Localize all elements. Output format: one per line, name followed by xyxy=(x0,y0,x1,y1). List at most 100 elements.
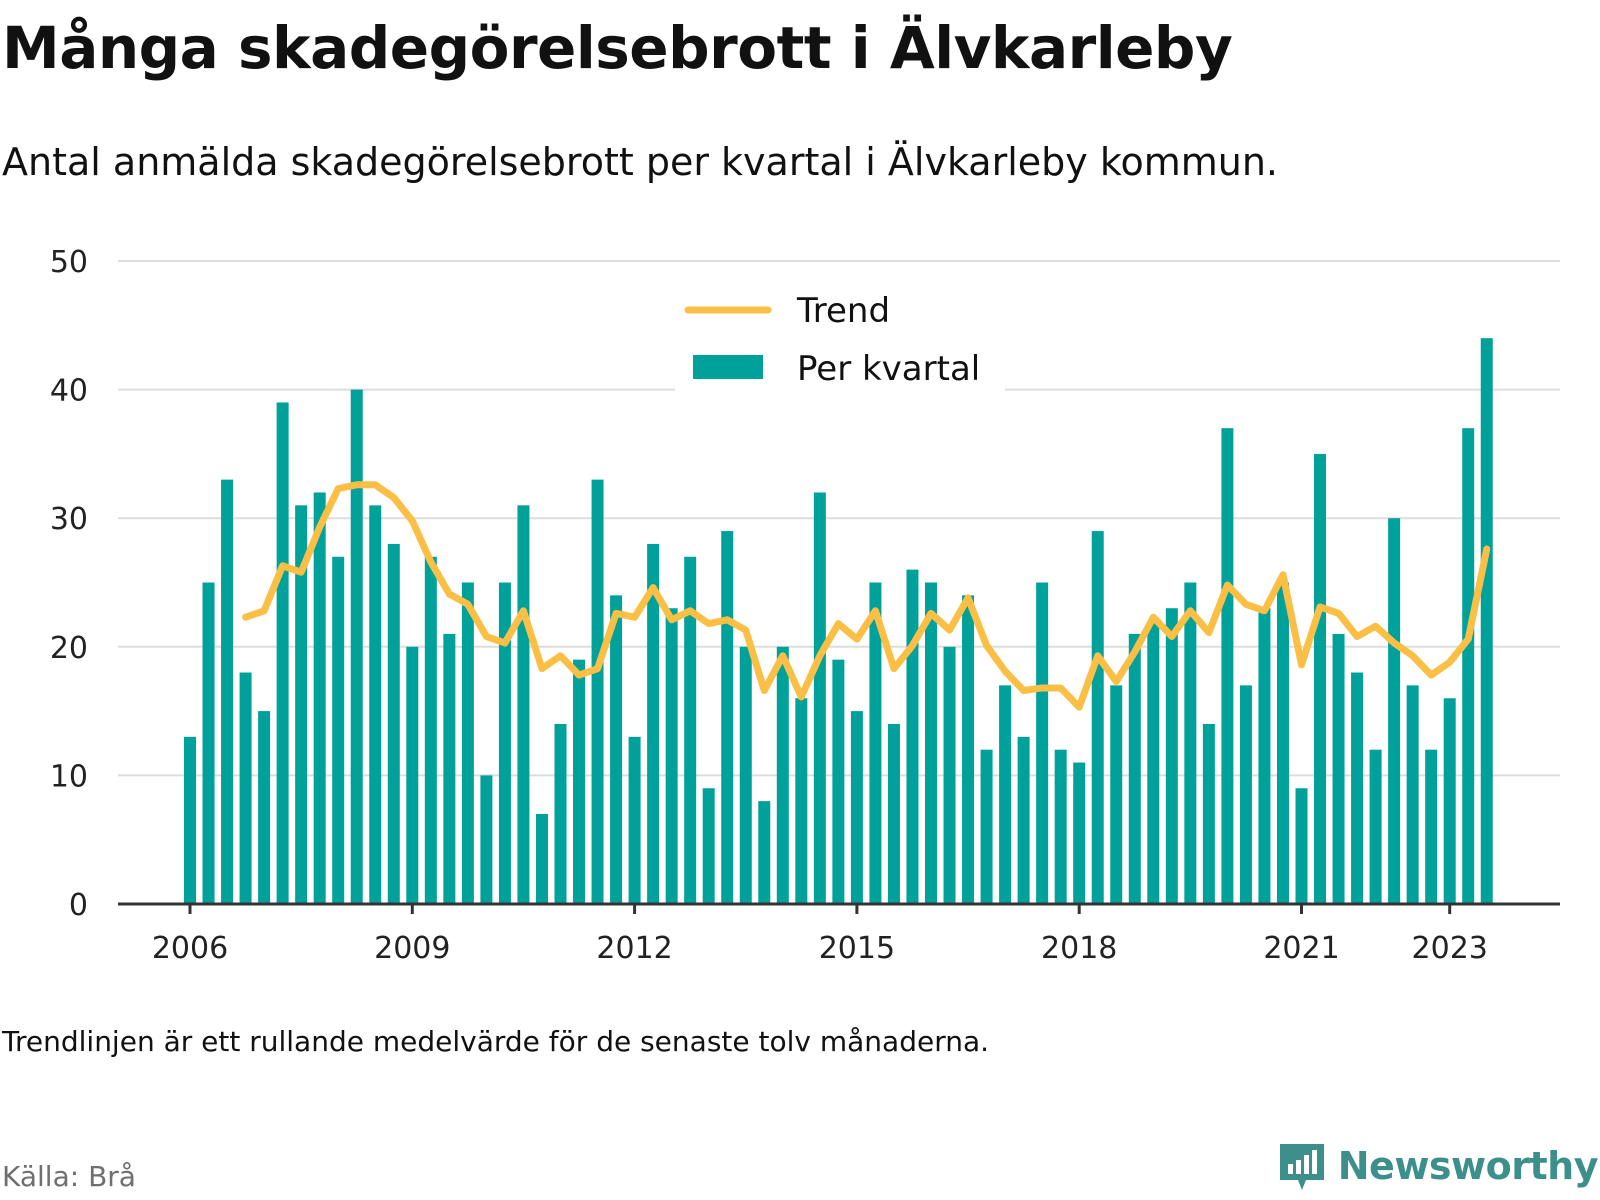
bar xyxy=(1425,749,1438,904)
bar xyxy=(461,582,474,904)
bar xyxy=(1036,582,1049,904)
bar xyxy=(795,698,808,904)
bar xyxy=(1202,723,1215,904)
x-tick-label: 2012 xyxy=(596,931,672,966)
bar xyxy=(406,646,419,904)
bar xyxy=(999,685,1012,904)
bar xyxy=(1388,518,1401,904)
y-tick-label: 10 xyxy=(50,759,88,794)
bar xyxy=(480,775,493,904)
bar xyxy=(369,505,382,904)
bar xyxy=(350,389,363,905)
bar xyxy=(221,479,234,904)
bar xyxy=(498,582,511,904)
bar xyxy=(721,531,734,904)
bar xyxy=(1239,685,1252,904)
bar xyxy=(1147,621,1160,904)
legend: Trend Per kvartal xyxy=(675,285,1005,395)
bar xyxy=(647,543,660,904)
bar xyxy=(387,543,400,904)
bar xyxy=(1480,338,1493,904)
y-tick-label: 0 xyxy=(69,888,88,923)
bar xyxy=(1258,608,1271,904)
bar xyxy=(1110,685,1123,904)
bar xyxy=(1351,672,1364,904)
bar xyxy=(239,672,252,904)
trend-series xyxy=(242,481,1491,711)
bar xyxy=(1295,788,1308,904)
bar xyxy=(1443,698,1456,904)
bar xyxy=(443,633,456,904)
bar xyxy=(776,646,789,904)
y-tick-label: 40 xyxy=(50,374,88,409)
bar xyxy=(1091,531,1104,904)
bar xyxy=(610,595,623,904)
bar xyxy=(1054,749,1067,904)
x-tick-label: 2018 xyxy=(1041,931,1117,966)
x-tick-label: 2015 xyxy=(819,931,895,966)
bar xyxy=(184,736,196,904)
bar xyxy=(869,582,882,904)
footnote: Trendlinjen är ett rullande medelvärde f… xyxy=(2,1025,990,1058)
y-tick-label: 50 xyxy=(50,245,88,280)
bar xyxy=(295,505,308,904)
bar xyxy=(1165,608,1178,904)
bar xyxy=(665,608,678,904)
brand-name: Newsworthy xyxy=(1337,1144,1599,1188)
y-axis-ticks: 0 10 20 30 40 50 xyxy=(50,245,88,923)
bar xyxy=(591,479,604,904)
bar xyxy=(517,505,530,904)
bar xyxy=(554,723,567,904)
bar xyxy=(276,402,289,904)
bar xyxy=(832,659,845,904)
bar xyxy=(535,813,548,904)
bar xyxy=(980,749,993,904)
newsworthy-logo-icon xyxy=(1279,1144,1324,1190)
bar xyxy=(1221,428,1234,904)
legend-trend-label: Trend xyxy=(796,291,890,331)
bar xyxy=(1314,453,1327,904)
bar xyxy=(1017,736,1030,904)
bar xyxy=(962,595,975,904)
bar xyxy=(925,582,937,904)
bar xyxy=(758,801,771,904)
y-tick-label: 30 xyxy=(50,502,88,537)
chart-subtitle: Antal anmälda skadegörelsebrott per kvar… xyxy=(2,140,1279,184)
x-tick-label: 2009 xyxy=(374,931,450,966)
bar xyxy=(332,556,345,904)
x-tick-label: 2021 xyxy=(1263,931,1339,966)
x-tick-label: 2006 xyxy=(152,931,228,966)
x-tick-label: 2023 xyxy=(1412,931,1488,966)
bar xyxy=(702,788,715,904)
bar xyxy=(943,646,956,904)
bar xyxy=(1462,428,1475,904)
legend-bar-label: Per kvartal xyxy=(797,349,980,389)
bar xyxy=(1406,685,1419,904)
bar xyxy=(424,556,437,904)
newsworthy-logo[interactable]: Newsworthy xyxy=(1276,1140,1599,1192)
bar xyxy=(1184,582,1197,904)
legend-bar-swatch xyxy=(693,355,763,379)
source-text: Källa: Brå xyxy=(2,1160,136,1193)
bar xyxy=(1128,633,1141,904)
bar xyxy=(1276,582,1289,904)
bar xyxy=(850,711,863,904)
bar xyxy=(906,569,919,904)
chart-area: 0 10 20 30 40 50 2006 2009 2012 2015 2018 2021 2023… xyxy=(50,245,1560,966)
bar xyxy=(813,492,826,904)
bar xyxy=(739,646,752,904)
bar xyxy=(1073,762,1086,904)
bar xyxy=(573,659,586,904)
bar xyxy=(202,582,215,904)
bar xyxy=(1369,749,1382,904)
trend-line xyxy=(242,481,1491,711)
bar xyxy=(684,556,697,904)
bar xyxy=(1332,633,1345,904)
bar xyxy=(628,736,641,904)
bar xyxy=(258,711,271,904)
y-tick-label: 20 xyxy=(50,631,88,666)
x-axis: 2006 2009 2012 2015 2018 2021 2023 xyxy=(118,902,1560,966)
bar xyxy=(313,492,326,904)
bar xyxy=(887,723,900,904)
chart-title: Många skadegörelsebrott i Älvkarleby xyxy=(2,14,1233,82)
